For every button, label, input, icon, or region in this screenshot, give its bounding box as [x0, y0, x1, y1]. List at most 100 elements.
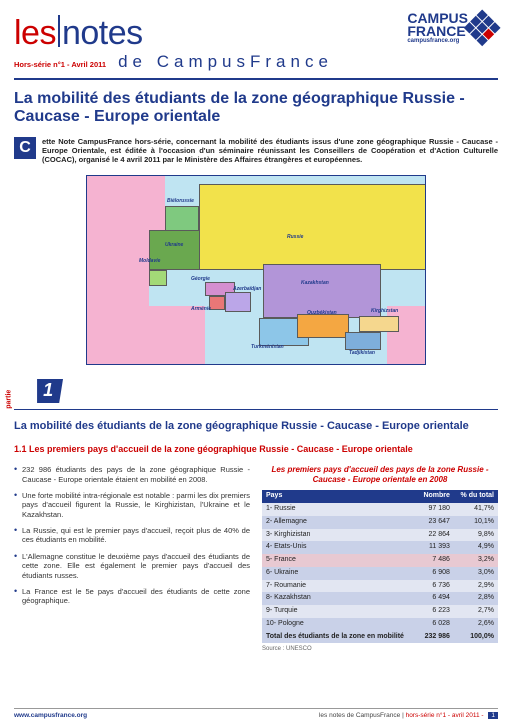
bullets-column: 232 986 étudiants des pays de la zone gé…: [14, 465, 250, 654]
bullet-item: Une forte mobilité intra-régionale est n…: [14, 491, 250, 519]
table-cell: 2,6%: [454, 618, 498, 631]
map-region-label: Ouzbékistan: [307, 310, 337, 316]
table-cell: 3,0%: [454, 567, 498, 580]
page-footer: www.campusfrance.org les notes de Campus…: [14, 708, 498, 720]
table-cell: 8- Kazakhstan: [262, 592, 417, 605]
map-region-label: Biélorussie: [167, 198, 194, 204]
table-cell: 4,9%: [454, 541, 498, 554]
partie-label: partie: [5, 390, 14, 409]
map-region: [209, 296, 225, 310]
table-cell: 3- Kirghizistan: [262, 529, 417, 542]
map-land-other: [87, 236, 149, 306]
region-map: Biélorussie Ukraine Moldavie Russie Géorgie A…: [86, 175, 426, 365]
table-cell: 22 864: [417, 529, 454, 542]
bullet-item: La France est le 5e pays d'accueil des é…: [14, 587, 250, 606]
table-cell: 6 028: [417, 618, 454, 631]
footer-page-number: 1: [488, 712, 498, 719]
section-title: La mobilité des étudiants de la zone géo…: [14, 420, 498, 434]
table-cell: 6 494: [417, 592, 454, 605]
map-land-other: [87, 306, 205, 365]
masthead: lesnotes Hors-série n°1 - Avril 2011 de …: [14, 12, 498, 72]
partie-number: 1: [37, 379, 63, 404]
table-cell: 2- Allemagne: [262, 516, 417, 529]
table-cell: Total des étudiants de la zone en mobili…: [262, 631, 417, 644]
map-region-label: Géorgie: [191, 276, 210, 282]
table-row: 10- Pologne6 0282,6%: [262, 618, 498, 631]
intro-dropcap: C: [14, 137, 36, 159]
map-region-label: Kazakhstan: [301, 280, 329, 286]
map-region: [149, 270, 167, 286]
table-row: 7- Roumanie6 7362,9%: [262, 580, 498, 593]
table-row: 6- Ukraine6 9083,0%: [262, 567, 498, 580]
map-land-other: [387, 306, 426, 365]
table-cell: 9,8%: [454, 529, 498, 542]
table-cell: 6 223: [417, 605, 454, 618]
brand-subtitle: de CampusFrance: [118, 51, 333, 72]
logo-line2: FRANCE: [407, 23, 465, 39]
page-title: La mobilité des étudiants de la zone géo…: [14, 90, 498, 127]
subsection-title: 1.1 Les premiers pays d'accueil de la zo…: [14, 444, 498, 455]
map-region-label: Ukraine: [165, 242, 183, 248]
map-region-label: Azerbaïdjan: [233, 286, 261, 292]
table-row: 4- Etats-Unis11 3934,9%: [262, 541, 498, 554]
table-row: 1- Russie97 18041,7%: [262, 503, 498, 516]
brand-les: les: [14, 14, 56, 52]
issue-tag: Hors-série n°1 - Avril 2011: [14, 60, 106, 69]
table-cell: 100,0%: [454, 631, 498, 644]
campusfrance-logo: CAMPUS FRANCE campusfrance.org: [407, 12, 498, 44]
table-cell: 7- Roumanie: [262, 580, 417, 593]
table-cell: 7 486: [417, 554, 454, 567]
table-row: 2- Allemagne23 64710,1%: [262, 516, 498, 529]
table-cell: 41,7%: [454, 503, 498, 516]
intro-block: C ette Note CampusFrance hors-série, con…: [14, 137, 498, 165]
brand-notes: notes: [62, 14, 143, 52]
table-cell: 10- Pologne: [262, 618, 417, 631]
footer-url: www.campusfrance.org: [14, 712, 87, 720]
logo-squares-icon: [464, 9, 501, 46]
table-cell: 6 908: [417, 567, 454, 580]
brand-block: lesnotes Hors-série n°1 - Avril 2011 de …: [14, 12, 407, 72]
table-cell: 5- France: [262, 554, 417, 567]
table-row: Total des étudiants de la zone en mobili…: [262, 631, 498, 644]
table-source: Source : UNESCO: [262, 646, 498, 654]
table-header-cell: Nombre: [417, 490, 454, 503]
map-region: [199, 184, 426, 270]
map-region-label: Tadjikistan: [349, 350, 375, 356]
map-region: [225, 292, 251, 312]
rule-top: [14, 78, 498, 80]
table-cell: 11 393: [417, 541, 454, 554]
table-cell: 9- Turquie: [262, 605, 417, 618]
partie-badge: partie 1: [14, 379, 498, 404]
map-region-label: Moldavie: [139, 258, 160, 264]
brand-divider-icon: [58, 15, 60, 47]
table-cell: 2,9%: [454, 580, 498, 593]
footer-reference: les notes de CampusFrance | hors-série n…: [319, 712, 498, 720]
map-region-label: Russie: [287, 234, 303, 240]
table-title: Les premiers pays d'accueil des pays de …: [262, 465, 498, 484]
table-cell: 2,7%: [454, 605, 498, 618]
table-cell: 1- Russie: [262, 503, 417, 516]
map-region-label: Turkménistan: [251, 344, 284, 350]
table-cell: 6 736: [417, 580, 454, 593]
map-land-other: [87, 176, 165, 236]
table-cell: 3,2%: [454, 554, 498, 567]
table-row: 5- France7 4863,2%: [262, 554, 498, 567]
table-row: 8- Kazakhstan6 4942,8%: [262, 592, 498, 605]
table-header-cell: % du total: [454, 490, 498, 503]
map-region-label: Arménie: [191, 306, 211, 312]
content-columns: 232 986 étudiants des pays de la zone gé…: [14, 465, 498, 654]
brand-wordmark: lesnotes: [14, 12, 407, 55]
table-header-cell: Pays: [262, 490, 417, 503]
logo-url: campusfrance.org: [407, 39, 468, 45]
map-region: [297, 314, 349, 338]
host-countries-table: PaysNombre% du total1- Russie97 18041,7%…: [262, 490, 498, 643]
table-cell: 4- Etats-Unis: [262, 541, 417, 554]
table-cell: 10,1%: [454, 516, 498, 529]
table-column: Les premiers pays d'accueil des pays de …: [262, 465, 498, 654]
map-region: [165, 206, 199, 232]
table-cell: 232 986: [417, 631, 454, 644]
bullet-item: L'Allemagne constitue le deuxième pays d…: [14, 552, 250, 580]
bullet-item: La Russie, qui est le premier pays d'acc…: [14, 526, 250, 545]
table-row: 9- Turquie6 2232,7%: [262, 605, 498, 618]
map-region-label: Kirghizstan: [371, 308, 398, 314]
